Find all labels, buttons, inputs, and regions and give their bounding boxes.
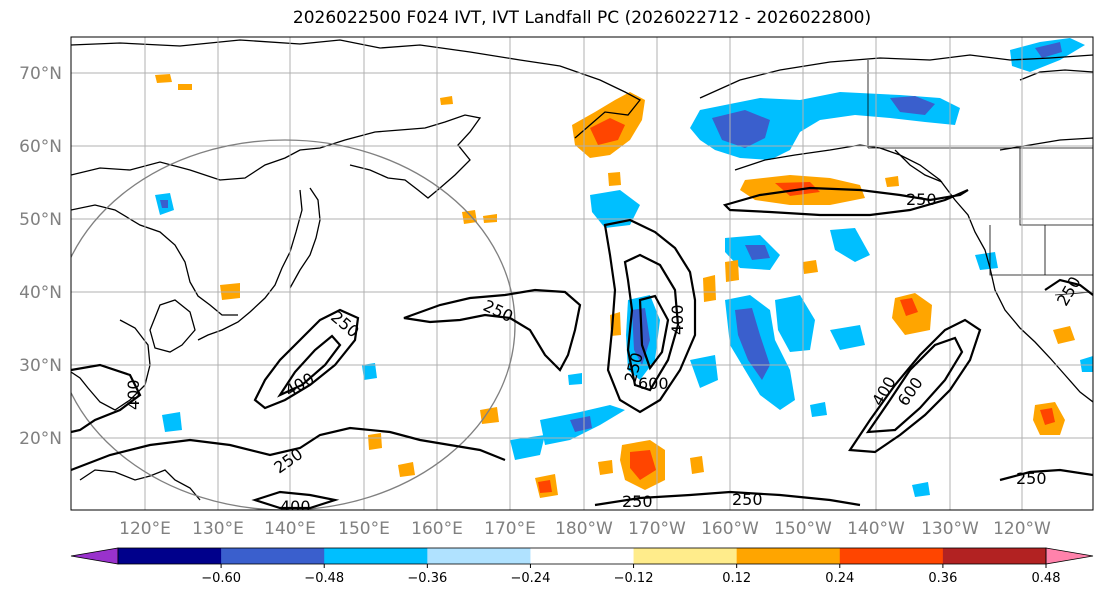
positive-anomaly-regions: [155, 74, 1075, 498]
lat-label: 30°N: [19, 356, 62, 376]
coastlines: [71, 39, 1093, 501]
colorbar-tick-label: 0.36: [928, 571, 957, 586]
lon-label: 150°E: [338, 519, 390, 539]
lat-label: 60°N: [19, 137, 62, 157]
contour-label-400-west: 400: [124, 379, 143, 410]
lon-label: 160°W: [701, 519, 759, 539]
lat-label: 70°N: [19, 64, 62, 84]
lat-label: 50°N: [19, 210, 62, 230]
colorbar-bin: [221, 548, 325, 564]
colorbar: −0.60 −0.48 −0.36 −0.24 −0.12 0.12 0.24 0.36 0.4…: [70, 547, 1094, 586]
colorbar-tick-label: −0.12: [614, 571, 654, 586]
lon-label: 130°E: [192, 519, 244, 539]
colorbar-extend-high: [1045, 547, 1094, 565]
landfall-radius-circle: [71, 139, 516, 510]
lon-label: 170°W: [628, 519, 686, 539]
colorbar-bin: [118, 548, 222, 564]
contour-label-600-central: 600: [638, 374, 669, 393]
contour-label-400-central: 400: [668, 304, 687, 335]
colorbar-bin: [942, 548, 1047, 564]
country-borders: [867, 60, 1093, 296]
contour-label-250-northeast: 250: [906, 190, 937, 209]
lon-label: 140°W: [847, 519, 905, 539]
contour-label-250-southeast: 250: [1016, 469, 1047, 488]
map-title: 2026022500 F024 IVT, IVT Landfall PC (20…: [292, 8, 872, 28]
ivt-contours: [71, 186, 1093, 510]
colorbar-bin: [530, 548, 635, 564]
lon-label: 150°W: [774, 519, 832, 539]
contour-label-400-southwest: 400: [280, 497, 311, 516]
contour-label-250-south-east: 250: [732, 490, 763, 509]
colorbar-outline: [117, 547, 1047, 565]
colorbar-extend-low: [70, 547, 119, 565]
colorbar-tick-label: −0.36: [407, 571, 447, 586]
colorbar-bin: [633, 548, 738, 564]
colorbar-tick-label: 0.12: [722, 571, 751, 586]
lon-label: 170°E: [484, 519, 536, 539]
lat-label: 20°N: [19, 429, 62, 449]
colorbar-bin: [839, 548, 944, 564]
colorbar-tick-label: −0.24: [511, 571, 551, 586]
colorbar-tick-label: −0.60: [201, 571, 241, 586]
colorbar-bin: [427, 548, 531, 564]
lon-label: 120°E: [119, 519, 171, 539]
contour-label-250-south-central: 250: [622, 492, 653, 511]
lon-label: 160°E: [411, 519, 463, 539]
lon-label: 130°W: [921, 519, 979, 539]
colorbar-tick-label: 0.24: [825, 571, 854, 586]
lon-label: 140°E: [264, 519, 316, 539]
latitude-labels: 70°N 60°N 50°N 40°N 30°N 20°N: [19, 64, 62, 449]
colorbar-tick-label: 0.48: [1032, 571, 1061, 586]
longitude-labels: 120°E 130°E 140°E 150°E 160°E 170°E 180°…: [119, 519, 1051, 539]
map-frame: [70, 36, 1094, 511]
colorbar-tick-label: −0.48: [304, 571, 344, 586]
lat-label: 40°N: [19, 283, 62, 303]
lon-label: 120°W: [993, 519, 1051, 539]
colorbar-bin: [324, 548, 428, 564]
colorbar-bin: [736, 548, 841, 564]
lon-label: 180°W: [555, 519, 613, 539]
